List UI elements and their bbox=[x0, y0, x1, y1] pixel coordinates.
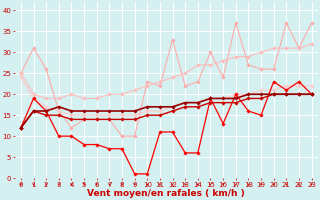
X-axis label: Vent moyen/en rafales ( km/h ): Vent moyen/en rafales ( km/h ) bbox=[87, 189, 245, 198]
